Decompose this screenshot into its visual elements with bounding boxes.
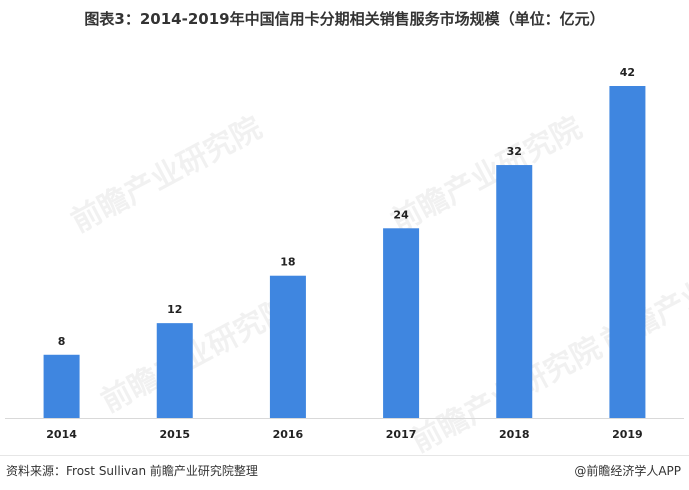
data-label-2019: 42 [620,66,635,79]
x-tick-label-2018: 2018 [499,428,530,441]
bar-2015 [156,323,193,418]
bar-2017 [383,228,420,418]
bar-2016 [269,275,306,418]
source-note: 资料来源：Frost Sullivan 前瞻产业研究院整理 [6,464,258,478]
bar-2019 [609,86,646,418]
footer-divider [0,455,689,456]
brand-credit: @前瞻经济学人APP [574,464,681,478]
data-label-2014: 8 [58,335,66,348]
data-label-2017: 24 [393,208,409,221]
x-tick-label-2014: 2014 [46,428,77,441]
x-tick-label-2016: 2016 [273,428,304,441]
data-label-2018: 32 [507,145,522,158]
data-label-2015: 12 [167,303,182,316]
chart-title: 图表3：2014-2019年中国信用卡分期相关销售服务市场规模（单位：亿元） [84,10,605,28]
bar-2018 [496,165,533,418]
data-label-2016: 18 [280,256,295,269]
x-tick-label-2019: 2019 [612,428,643,441]
x-tick-label-2017: 2017 [386,428,417,441]
x-tick-label-2015: 2015 [159,428,190,441]
bar-2014 [43,354,80,418]
bar-chart: 8 2014 12 2015 18 2016 24 2017 32 2018 42 2019 [5,66,684,441]
